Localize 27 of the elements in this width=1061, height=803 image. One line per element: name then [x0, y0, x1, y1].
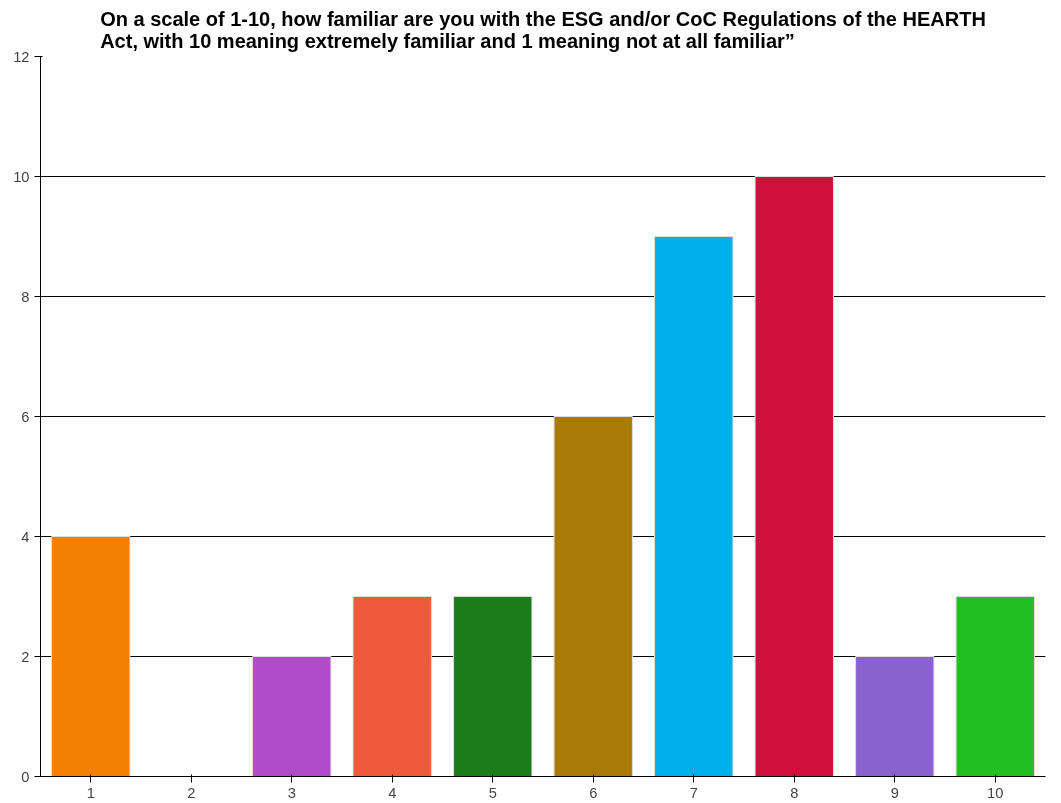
x-tick-label: 5 — [488, 784, 497, 801]
y-tick-label: 0 — [21, 768, 30, 785]
x-tick-label: 4 — [388, 784, 397, 801]
x-tick-label: 8 — [790, 784, 799, 801]
y-tick-label: 10 — [13, 168, 30, 185]
bar — [654, 236, 734, 777]
bar — [453, 596, 533, 777]
bar — [252, 656, 332, 777]
x-tick-label: 10 — [987, 784, 1004, 801]
y-tick-label: 8 — [21, 288, 30, 305]
y-tick-label: 12 — [13, 48, 30, 65]
y-tick-label: 6 — [21, 408, 30, 425]
y-tick-label: 2 — [21, 648, 30, 665]
bar — [51, 536, 131, 777]
bar — [955, 596, 1035, 777]
x-tick-label: 1 — [86, 784, 95, 801]
bar — [352, 596, 432, 777]
y-tick-label: 4 — [21, 528, 30, 545]
bar — [553, 416, 633, 777]
bar — [754, 176, 834, 777]
x-tick-label: 2 — [187, 784, 196, 801]
x-tick-label: 7 — [689, 784, 698, 801]
x-tick-label: 6 — [589, 784, 598, 801]
x-tick-label: 3 — [287, 784, 296, 801]
x-tick-label: 9 — [890, 784, 899, 801]
chart-title: On a scale of 1-10, how familiar are you with the ESG and/or CoC Regulations of the HEARTH Act, with 10 meaning extremely familiar and 1 meaning not at all familiar” — [100, 7, 986, 52]
bar — [855, 656, 935, 777]
